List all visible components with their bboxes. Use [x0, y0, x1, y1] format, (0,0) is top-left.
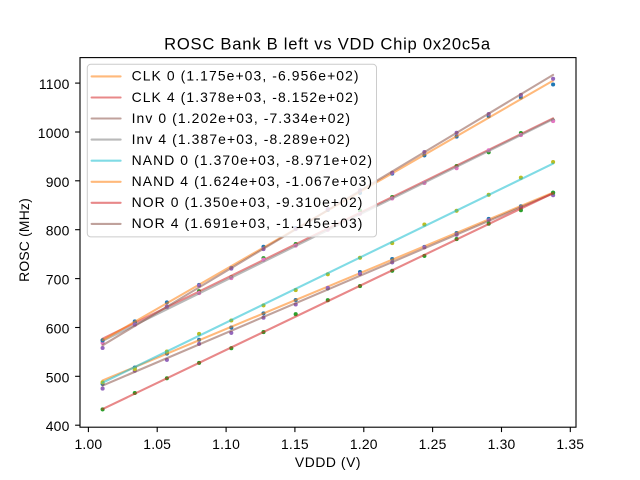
svg-text:Inv 4 (1.387e+03, -8.289e+02): Inv 4 (1.387e+03, -8.289e+02) [132, 131, 352, 147]
svg-text:700: 700 [46, 272, 70, 288]
svg-text:CLK 4 (1.378e+03, -8.152e+02): CLK 4 (1.378e+03, -8.152e+02) [132, 89, 360, 105]
svg-text:1.35: 1.35 [556, 436, 584, 452]
svg-text:1000: 1000 [38, 125, 70, 141]
svg-text:Inv 0 (1.202e+03, -7.334e+02): Inv 0 (1.202e+03, -7.334e+02) [132, 110, 352, 126]
svg-text:NAND 4 (1.624e+03, -1.067e+03): NAND 4 (1.624e+03, -1.067e+03) [132, 173, 374, 189]
svg-text:1.30: 1.30 [488, 436, 516, 452]
svg-text:CLK 0 (1.175e+03, -6.956e+02): CLK 0 (1.175e+03, -6.956e+02) [132, 68, 360, 84]
svg-text:600: 600 [46, 321, 70, 337]
svg-text:1.25: 1.25 [419, 436, 447, 452]
svg-text:1.15: 1.15 [281, 436, 309, 452]
svg-text:ROSC Bank B left vs VDD Chip 0: ROSC Bank B left vs VDD Chip 0x20c5a [164, 35, 491, 54]
svg-text:500: 500 [46, 369, 70, 385]
svg-text:900: 900 [46, 174, 70, 190]
svg-text:VDDD (V): VDDD (V) [295, 454, 361, 470]
svg-text:1.20: 1.20 [350, 436, 378, 452]
svg-text:1.05: 1.05 [143, 436, 171, 452]
svg-text:1.00: 1.00 [74, 436, 102, 452]
svg-text:NOR 0 (1.350e+03, -9.310e+02): NOR 0 (1.350e+03, -9.310e+02) [132, 194, 364, 210]
svg-text:ROSC (MHz): ROSC (MHz) [16, 198, 32, 282]
svg-text:1.10: 1.10 [212, 436, 240, 452]
svg-text:NOR 4 (1.691e+03, -1.145e+03): NOR 4 (1.691e+03, -1.145e+03) [132, 215, 364, 231]
svg-text:800: 800 [46, 223, 70, 239]
svg-text:400: 400 [46, 418, 70, 434]
svg-text:NAND 0 (1.370e+03, -8.971e+02): NAND 0 (1.370e+03, -8.971e+02) [132, 152, 374, 168]
svg-text:1100: 1100 [39, 76, 70, 92]
